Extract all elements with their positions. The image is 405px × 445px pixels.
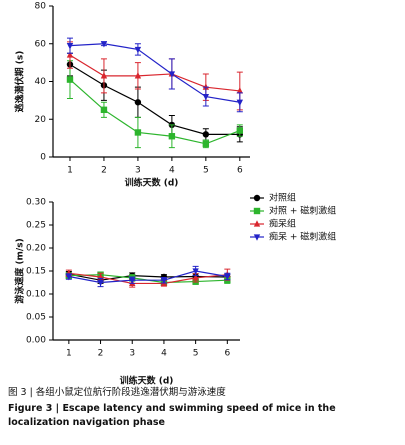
x-tick-label: 6 (224, 349, 230, 359)
series-line (68, 272, 228, 285)
legend-marker (253, 194, 261, 202)
series-line (69, 54, 240, 92)
marker (66, 51, 74, 58)
y-tick-label: 0.20 (26, 244, 46, 254)
marker (100, 41, 108, 48)
marker (97, 279, 104, 287)
marker (236, 99, 244, 107)
y-tick-label: 0.15 (26, 267, 46, 277)
series-line (69, 79, 241, 145)
marker (202, 131, 210, 138)
marker (160, 277, 168, 284)
series-line (69, 64, 240, 135)
series-line (68, 270, 228, 284)
x-tick-label: 4 (169, 166, 175, 176)
marker (202, 83, 210, 90)
marker (168, 133, 176, 140)
x-tick-label: 2 (98, 349, 104, 359)
figure: 0 20 40 60 80 1 2 3 4 5 6 训练天数 (d) 逃逸潜伏期 (s) 0.00 0.05… (14, 2, 337, 386)
legend-label: 痴呆 + 磁刺激组 (269, 231, 336, 243)
y-tick-label: 0.00 (26, 336, 46, 346)
marker (192, 274, 199, 281)
x-tick-label: 5 (203, 166, 209, 176)
y-tick-label: 60 (35, 39, 47, 49)
marker (129, 277, 136, 284)
marker (202, 94, 210, 101)
y-tick-label: 40 (35, 77, 47, 87)
y-axis-label: 逃逸潜伏期 (s) (14, 51, 26, 113)
marker (236, 127, 244, 134)
x-tick-label: 1 (67, 166, 73, 176)
y-tick-label: 0.25 (26, 221, 46, 231)
x-tick-label: 5 (193, 349, 199, 359)
legend-label: 对照组 (269, 192, 296, 204)
x-axis-label: 训练天数 (d) (125, 177, 179, 189)
x-axis-label: 训练天数 (d) (120, 375, 174, 386)
caption-zh: 图 3 | 各组小鼠定位航行阶段逃逸潜伏期与游泳速度 (8, 387, 226, 398)
marker (192, 268, 199, 275)
marker (134, 129, 142, 136)
legend-marker (253, 234, 261, 241)
legend-marker (253, 207, 261, 215)
legend-label: 痴呆组 (269, 218, 296, 230)
marker (65, 273, 73, 281)
series-line (68, 273, 228, 281)
y-tick-label: 20 (35, 115, 47, 125)
series-line (69, 43, 240, 103)
legend-marker (253, 220, 261, 227)
y-tick-label: 0.05 (26, 313, 46, 323)
y-tick-label: 80 (35, 2, 47, 12)
marker (66, 43, 74, 50)
marker (224, 273, 231, 281)
caption-en: Figure 3 | Escape latency and swimming s… (8, 403, 336, 428)
x-tick-label: 3 (135, 166, 141, 176)
y-tick-label: 0 (40, 153, 46, 163)
marker (236, 87, 244, 94)
marker (100, 106, 108, 114)
x-tick-label: 1 (66, 349, 72, 359)
x-tick-label: 3 (129, 349, 135, 359)
y-axis-label: 游泳速度 (m/s) (14, 238, 26, 303)
marker (100, 72, 108, 79)
x-tick-label: 6 (237, 166, 243, 176)
marker (168, 71, 176, 78)
y-tick-label: 0.30 (26, 198, 46, 208)
marker (66, 76, 74, 83)
x-tick-label: 2 (101, 166, 107, 176)
marker (202, 140, 210, 147)
y-tick-label: 0.10 (26, 290, 46, 300)
legend-label: 对照 + 磁刺激组 (269, 205, 336, 217)
x-tick-label: 4 (161, 349, 167, 359)
marker (134, 99, 142, 106)
marker (134, 72, 142, 79)
marker (134, 46, 142, 54)
